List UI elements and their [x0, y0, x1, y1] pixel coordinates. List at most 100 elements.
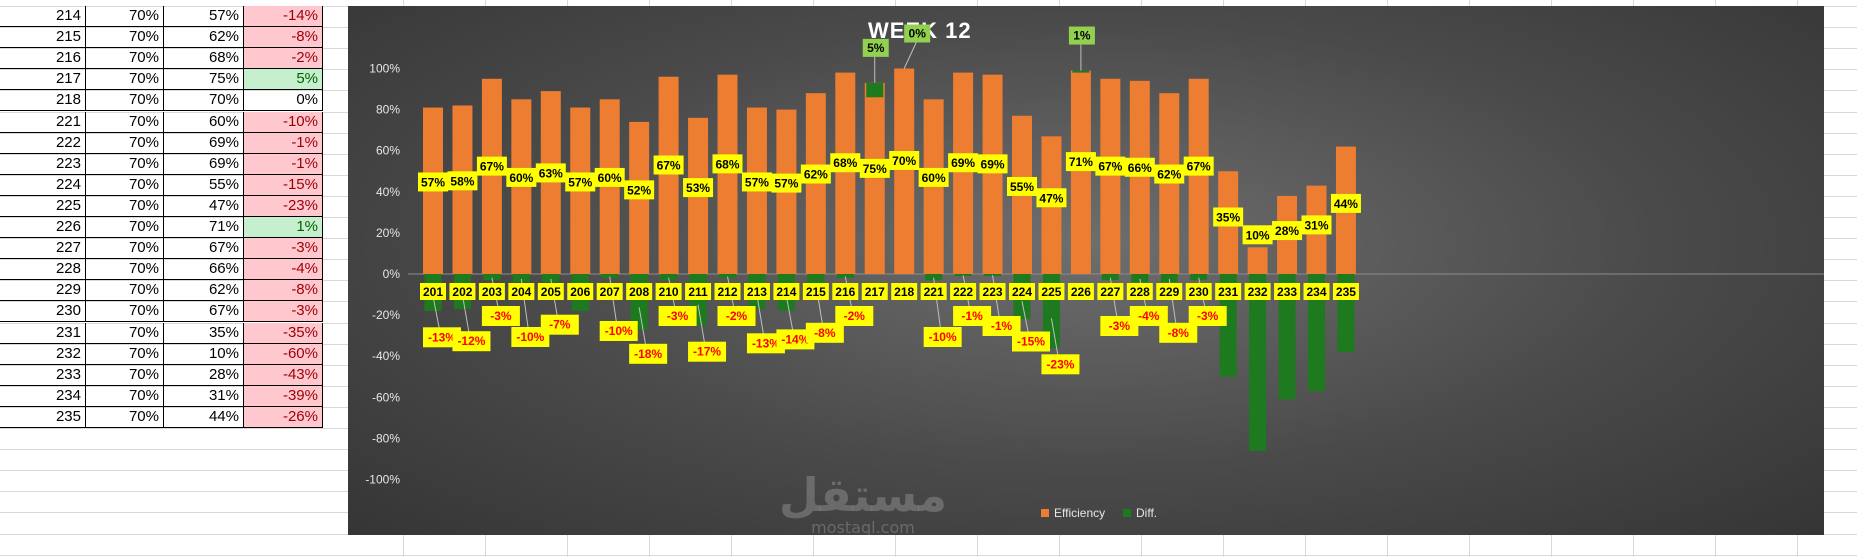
table-cell-diff[interactable]: -8% — [244, 27, 323, 48]
table-cell-eff[interactable]: 44% — [164, 407, 244, 428]
table-cell-diff[interactable]: -60% — [244, 344, 323, 365]
table-cell-diff[interactable]: -23% — [244, 196, 323, 217]
table-cell-diff[interactable]: -3% — [244, 301, 323, 322]
table-cell-diff[interactable]: -8% — [244, 280, 323, 301]
table-cell-diff[interactable]: -35% — [244, 323, 323, 344]
table-cell-target[interactable]: 70% — [86, 90, 164, 111]
table-cell-diff[interactable]: -43% — [244, 365, 323, 386]
table-cell-id[interactable]: 222 — [0, 133, 86, 154]
table-cell-eff[interactable]: 55% — [164, 175, 244, 196]
x-category: 233 — [1274, 283, 1301, 300]
table-cell-eff[interactable]: 70% — [164, 90, 244, 111]
table-cell-eff[interactable]: 28% — [164, 365, 244, 386]
table-cell-diff[interactable]: -4% — [244, 259, 323, 280]
table-cell-eff[interactable]: 69% — [164, 154, 244, 175]
table-cell-diff[interactable]: -14% — [244, 6, 323, 27]
table-cell-target[interactable]: 70% — [86, 133, 164, 154]
table-cell-id[interactable]: 226 — [0, 217, 86, 238]
table-cell-eff[interactable]: 60% — [164, 112, 244, 133]
table-cell-diff[interactable]: -1% — [244, 154, 323, 175]
table-cell-target[interactable]: 70% — [86, 280, 164, 301]
table-cell-target[interactable]: 70% — [86, 69, 164, 90]
table-cell-target[interactable]: 70% — [86, 154, 164, 175]
diff-label-text: -7% — [549, 318, 571, 332]
efficiency-label: 67% — [653, 155, 684, 175]
table-cell-target[interactable]: 70% — [86, 196, 164, 217]
table-cell-id[interactable]: 224 — [0, 175, 86, 196]
table-cell-target[interactable]: 70% — [86, 112, 164, 133]
table-cell-diff[interactable]: -3% — [244, 238, 323, 259]
diff-label-text: -8% — [1168, 326, 1190, 340]
table-cell-target[interactable]: 70% — [86, 323, 164, 344]
table-cell-id[interactable]: 215 — [0, 27, 86, 48]
table-cell-eff[interactable]: 67% — [164, 301, 244, 322]
week-chart[interactable]: WEEK 12 100% 80% 60% 40% 20% 0% -20% -40% -60% -8… — [348, 6, 1824, 535]
table-cell-eff[interactable]: 68% — [164, 48, 244, 69]
table-cell-id[interactable]: 228 — [0, 259, 86, 280]
grid-row-line — [0, 555, 1857, 556]
table-cell-id[interactable]: 234 — [0, 386, 86, 407]
x-category-label: 203 — [482, 285, 502, 299]
table-cell-eff[interactable]: 10% — [164, 344, 244, 365]
x-category-label: 208 — [629, 285, 649, 299]
efficiency-label-box — [800, 164, 831, 184]
x-category-box — [920, 283, 947, 300]
x-category-label: 215 — [806, 285, 826, 299]
table-cell-id[interactable]: 217 — [0, 69, 86, 90]
table-cell-target[interactable]: 70% — [86, 238, 164, 259]
x-category-label: 222 — [953, 285, 973, 299]
table-cell-target[interactable]: 70% — [86, 407, 164, 428]
table-cell-eff[interactable]: 31% — [164, 386, 244, 407]
table-cell-target[interactable]: 70% — [86, 27, 164, 48]
table-cell-target[interactable]: 70% — [86, 259, 164, 280]
table-cell-id[interactable]: 227 — [0, 238, 86, 259]
table-cell-id[interactable]: 229 — [0, 280, 86, 301]
table-cell-diff[interactable]: -39% — [244, 386, 323, 407]
table-cell-id[interactable]: 223 — [0, 154, 86, 175]
table-cell-target[interactable]: 70% — [86, 344, 164, 365]
table-cell-id[interactable]: 218 — [0, 90, 86, 111]
table-cell-target[interactable]: 70% — [86, 175, 164, 196]
table-cell-eff[interactable]: 57% — [164, 6, 244, 27]
efficiency-label: 57% — [418, 172, 448, 192]
x-category-label: 213 — [747, 285, 767, 299]
table-cell-target[interactable]: 70% — [86, 386, 164, 407]
table-cell-eff[interactable]: 69% — [164, 133, 244, 154]
table-cell-eff[interactable]: 35% — [164, 323, 244, 344]
table-cell-id[interactable]: 235 — [0, 407, 86, 428]
table-cell-target[interactable]: 70% — [86, 365, 164, 386]
table-cell-target[interactable]: 70% — [86, 48, 164, 69]
table-cell-diff[interactable]: 1% — [244, 217, 323, 238]
efficiency-label-text: 75% — [863, 162, 887, 176]
table-cell-target[interactable]: 70% — [86, 301, 164, 322]
table-cell-eff[interactable]: 62% — [164, 27, 244, 48]
efficiency-label-box — [1065, 152, 1096, 172]
x-category: 223 — [979, 283, 1006, 300]
table-cell-id[interactable]: 216 — [0, 48, 86, 69]
table-cell-id[interactable]: 221 — [0, 112, 86, 133]
table-cell-target[interactable]: 70% — [86, 217, 164, 238]
table-cell-id[interactable]: 233 — [0, 365, 86, 386]
table-cell-diff[interactable]: -26% — [244, 407, 323, 428]
table-cell-eff[interactable]: 71% — [164, 217, 244, 238]
table-cell-eff[interactable]: 47% — [164, 196, 244, 217]
table-cell-eff[interactable]: 75% — [164, 69, 244, 90]
efficiency-label: 47% — [1036, 188, 1067, 208]
table-cell-id[interactable]: 231 — [0, 323, 86, 344]
table-cell-id[interactable]: 225 — [0, 196, 86, 217]
table-cell-diff[interactable]: -1% — [244, 133, 323, 154]
table-cell-eff[interactable]: 67% — [164, 238, 244, 259]
table-cell-eff[interactable]: 62% — [164, 280, 244, 301]
table-cell-id[interactable]: 230 — [0, 301, 86, 322]
table-cell-diff[interactable]: -15% — [244, 175, 323, 196]
table-cell-eff[interactable]: 66% — [164, 259, 244, 280]
table-cell-diff[interactable]: 5% — [244, 69, 323, 90]
table-cell-diff[interactable]: -10% — [244, 112, 323, 133]
table-cell-target[interactable]: 70% — [86, 6, 164, 27]
table-cell-id[interactable]: 214 — [0, 6, 86, 27]
efficiency-label-text: 60% — [509, 171, 533, 185]
table-cell-id[interactable]: 232 — [0, 344, 86, 365]
table-cell-diff[interactable]: 0% — [244, 90, 323, 111]
table-cell-diff[interactable]: -2% — [244, 48, 323, 69]
diff-label-text: 5% — [867, 41, 885, 55]
